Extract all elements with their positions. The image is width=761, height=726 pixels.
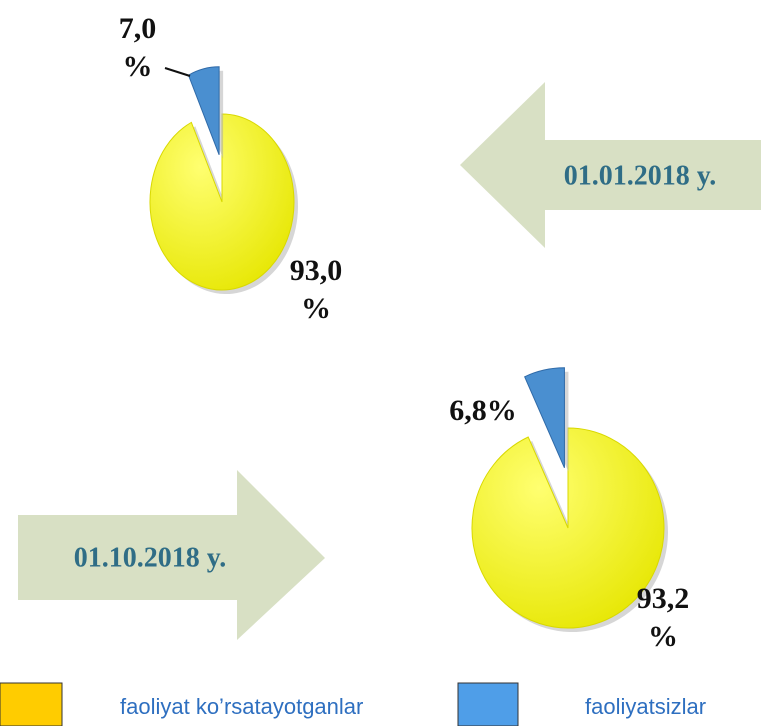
legend-text: faoliyat ko’rsatayotganlar	[120, 694, 363, 719]
arrow-label: 01.01.2018 y.	[564, 160, 716, 191]
pie-slice	[471, 427, 665, 629]
arrow	[460, 82, 761, 248]
data-label: 93,2 %	[636, 582, 690, 653]
legend-swatch	[0, 682, 63, 726]
legend-text: faoliyatsizlar	[585, 694, 706, 719]
data-label: 6,8%	[449, 394, 517, 427]
pie-slice	[524, 367, 565, 469]
leader-line	[164, 67, 191, 77]
legend-swatch	[457, 682, 519, 726]
arrow	[18, 470, 325, 640]
arrow-label: 01.10.2018 y.	[74, 542, 226, 573]
data-label: 7,0 %	[118, 12, 157, 83]
data-label: 93,0 %	[289, 254, 343, 325]
pie-slice	[149, 113, 295, 291]
